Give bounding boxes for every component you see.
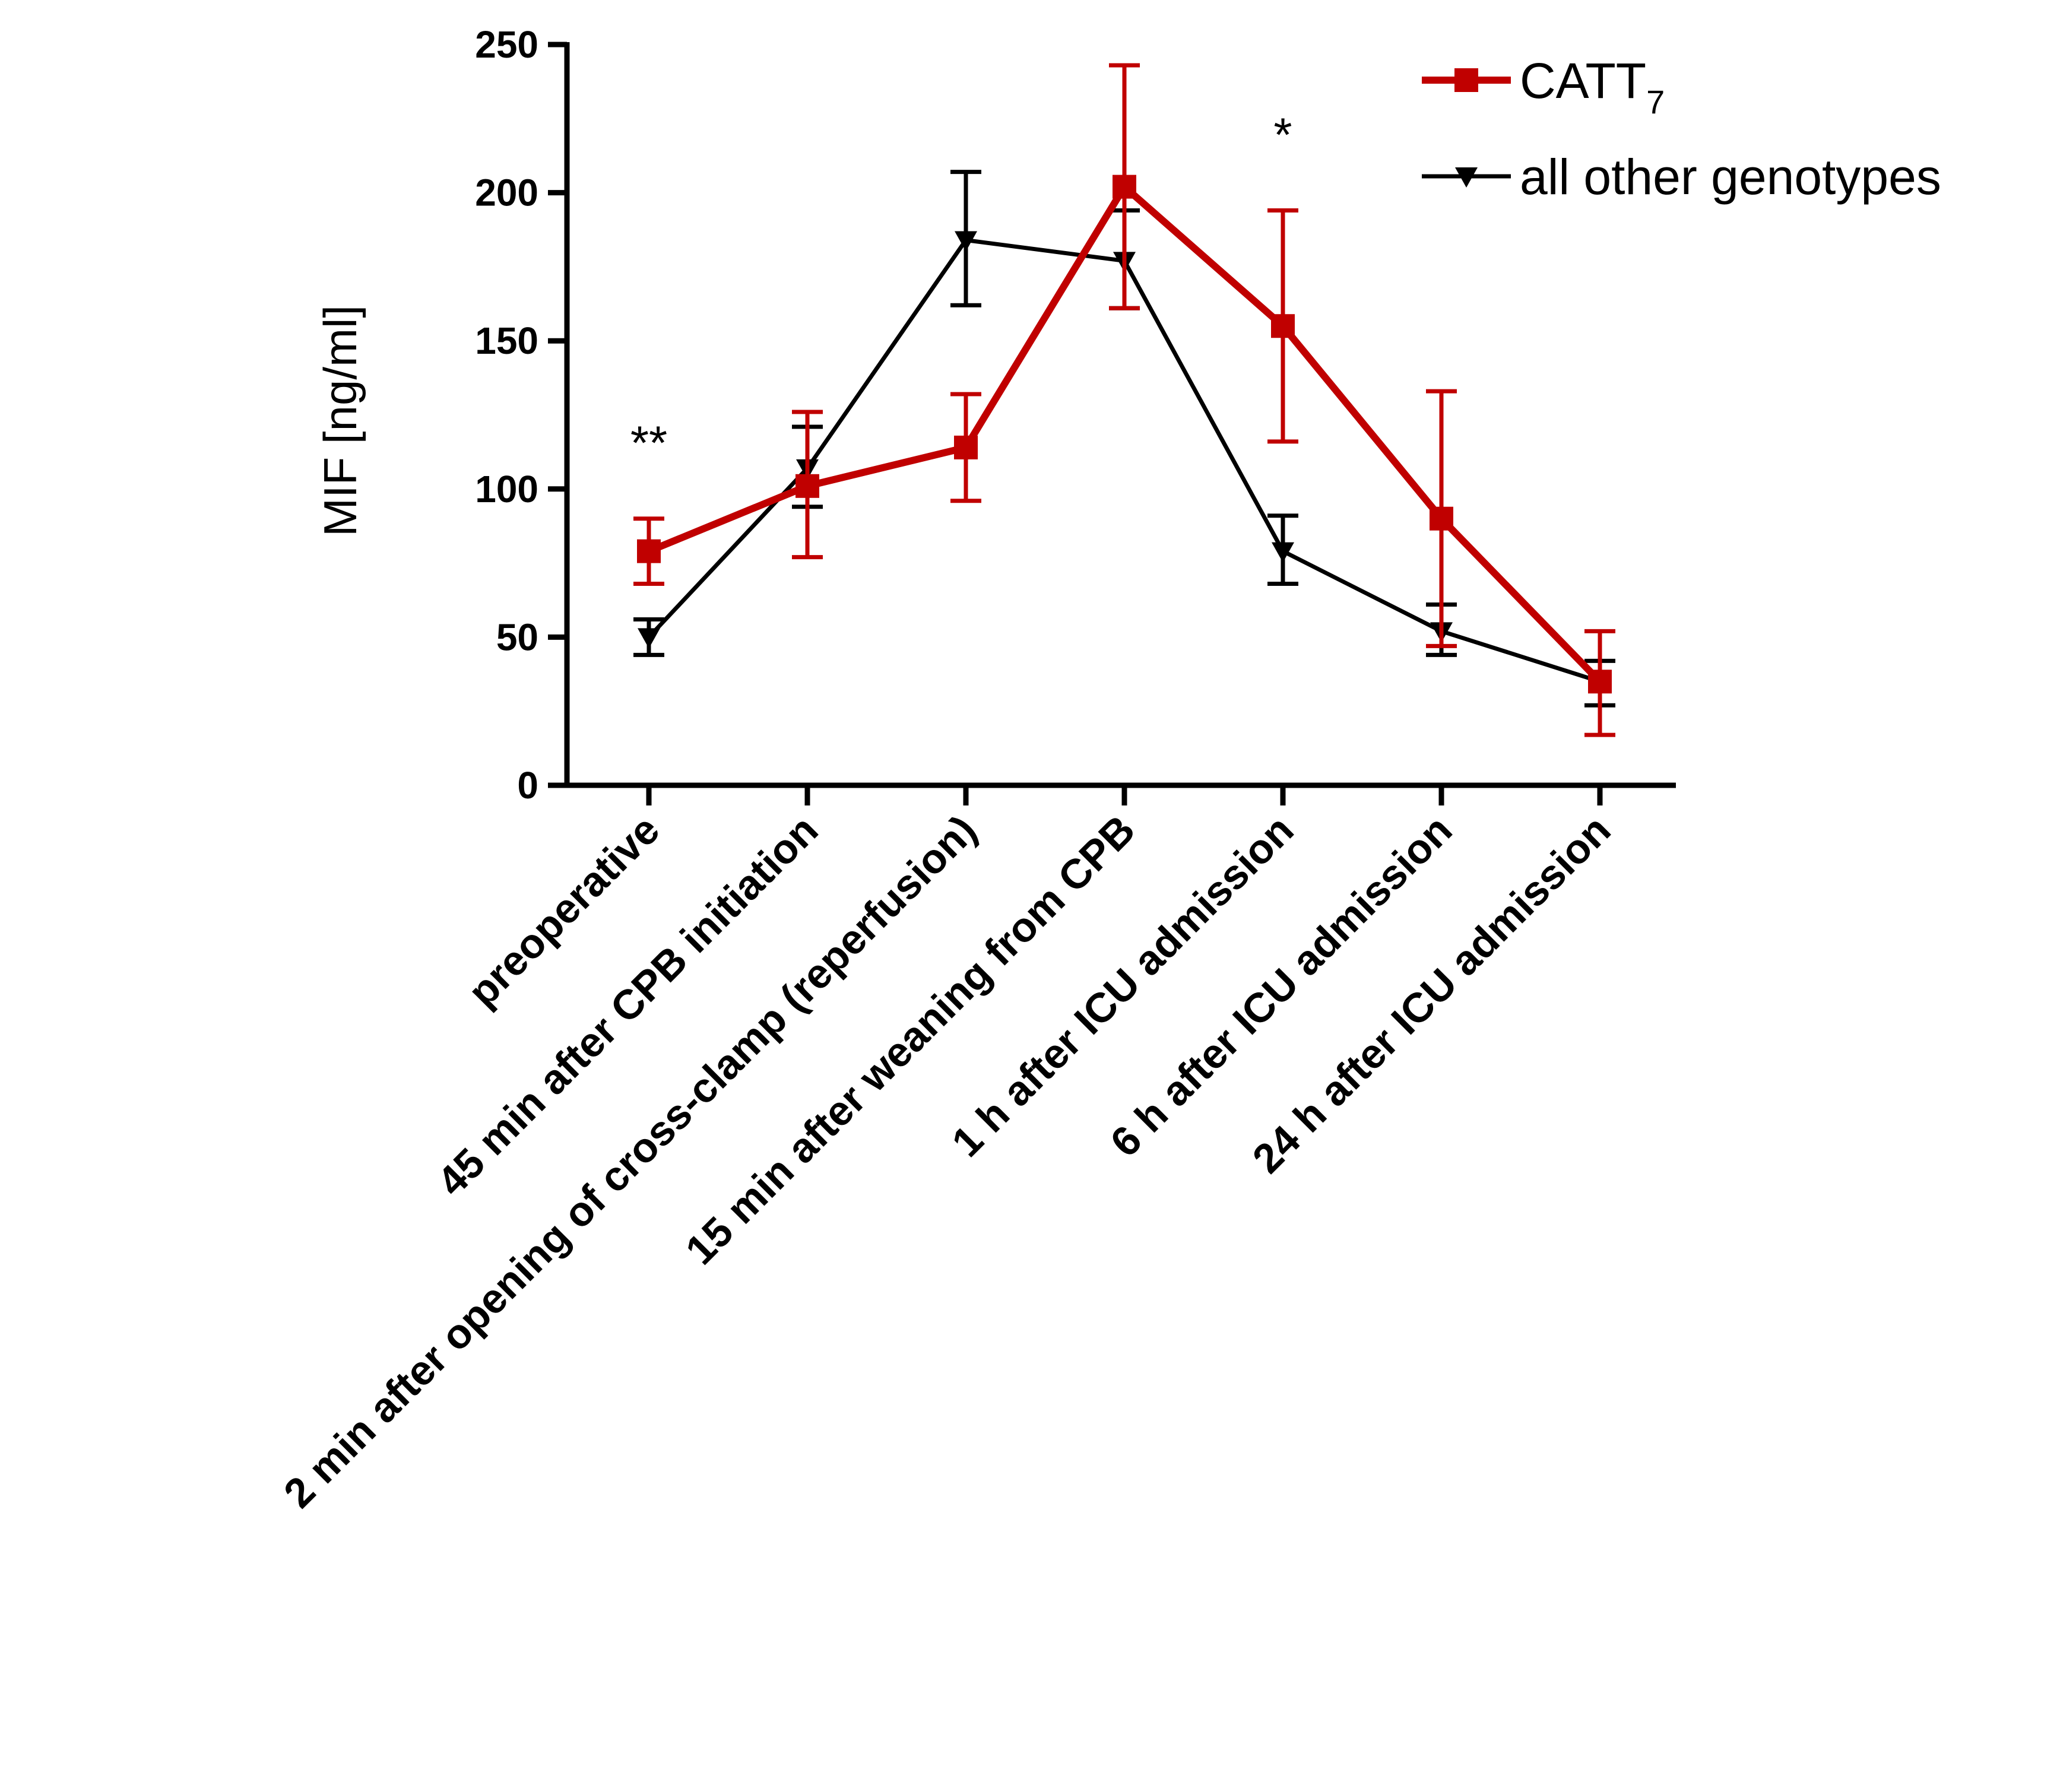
legend-marker-square — [1454, 68, 1478, 92]
significance-marker: ** — [630, 417, 667, 470]
legend-label: all other genotypes — [1520, 149, 1941, 205]
x-category-label: 2 min after opening of cross-clamp (repe… — [275, 806, 985, 1517]
legend: CATT7 all other genotypes — [1422, 53, 1941, 205]
legend-marker-triangle — [1455, 167, 1478, 188]
y-axis-title: MIF [ng/ml] — [314, 305, 366, 537]
legend-label-subscript: 7 — [1646, 83, 1665, 120]
significance-marker: * — [1273, 109, 1292, 161]
y-tick-label: 150 — [475, 319, 538, 362]
legend-label: CATT7 — [1520, 53, 1665, 120]
y-ticks: 0 50 100 150 200 250 — [475, 23, 567, 807]
y-tick-label: 50 — [496, 616, 538, 658]
series-layer — [633, 63, 1615, 737]
y-tick-label: 200 — [475, 172, 538, 214]
y-tick-label: 0 — [517, 764, 538, 807]
data-point-square — [1588, 670, 1612, 694]
data-point-square — [1271, 314, 1295, 338]
data-point-square — [1430, 506, 1453, 531]
data-point-square — [637, 539, 661, 563]
data-point-triangle — [955, 231, 977, 252]
y-tick-label: 250 — [475, 23, 538, 66]
data-point-square — [954, 435, 978, 459]
data-point-square — [796, 474, 819, 498]
data-point-square — [1113, 175, 1136, 199]
significance-annotations: *** — [630, 109, 1292, 470]
y-tick-label: 100 — [475, 468, 538, 510]
series-catt7 — [633, 63, 1615, 737]
data-point-triangle — [1272, 542, 1294, 563]
axes — [564, 42, 1676, 788]
data-point-triangle — [638, 628, 660, 649]
